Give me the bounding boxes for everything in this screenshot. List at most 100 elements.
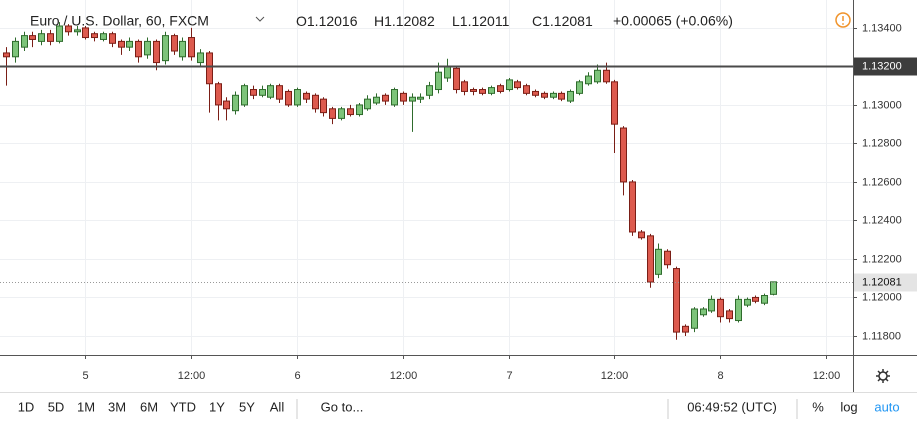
candle-body <box>188 37 195 58</box>
scale-option[interactable]: % <box>812 399 824 414</box>
range-button[interactable]: 1Y <box>209 399 225 414</box>
candle-body <box>655 248 662 275</box>
range-button[interactable]: 1M <box>77 399 95 414</box>
ohlc-item: C1.12081 <box>532 13 593 29</box>
scale-option[interactable]: log <box>840 399 857 414</box>
candle-body <box>514 81 521 89</box>
candle-body <box>400 92 407 102</box>
candle-body <box>338 108 345 119</box>
warning-icon[interactable] <box>835 12 851 28</box>
x-tick-label: 12:00 <box>390 370 418 382</box>
candle-body <box>100 33 107 40</box>
range-button[interactable]: 5D <box>48 399 65 414</box>
toolbar: 1D 5D 1M 3M 6M YTD 1Y 5Y All Go to... 06:49:52 (UT… <box>18 399 900 419</box>
candle-body <box>126 40 133 48</box>
candle-body <box>373 96 380 104</box>
candle-body <box>629 181 636 233</box>
candle-body <box>135 40 142 58</box>
candle-body <box>329 108 336 119</box>
candle-body <box>453 67 460 91</box>
candle-body <box>364 98 371 110</box>
candle-body <box>770 281 777 295</box>
candle-body <box>303 92 310 100</box>
range-button[interactable]: 5Y <box>239 399 255 414</box>
range-button[interactable]: 1D <box>18 399 35 414</box>
settings-icon[interactable] <box>876 369 890 383</box>
candle-body <box>206 52 213 85</box>
candle-body <box>470 89 477 92</box>
candle-body <box>479 89 486 94</box>
candle-body <box>65 25 72 33</box>
y-tick-label: 1.12600 <box>862 176 902 188</box>
candle-body <box>29 35 36 40</box>
legend: Euro / U.S. Dollar, 60, FXCM O1.12016 H1.… <box>30 13 733 29</box>
ohlc-value: 1.12081 <box>542 13 593 29</box>
candle-body <box>74 29 81 33</box>
candle-body <box>232 94 239 112</box>
ohlc-item: O1.12016 <box>296 13 358 29</box>
candle-body <box>506 79 513 91</box>
candle-body <box>585 75 592 85</box>
candle-body <box>523 85 530 94</box>
ohlc-item: H1.12082 <box>374 13 435 29</box>
candle-body <box>118 40 125 48</box>
candle-body <box>312 94 319 110</box>
candle-body <box>594 69 601 83</box>
candles <box>3 22 777 340</box>
x-tick-label: 5 <box>82 370 88 382</box>
candle-body <box>664 250 671 266</box>
candle-body <box>215 83 222 106</box>
x-tick-label: 12:00 <box>813 370 841 382</box>
candle-body <box>294 89 301 106</box>
candle-body <box>391 89 398 106</box>
range-button[interactable]: 3M <box>108 399 126 414</box>
candle-body <box>497 85 504 92</box>
y-tick-label: 1.12200 <box>862 253 902 265</box>
candle-body <box>461 81 468 92</box>
candle-body <box>382 94 389 102</box>
candle-body <box>409 96 416 102</box>
candle-body <box>417 96 424 100</box>
candle-body <box>717 298 724 318</box>
candle-body <box>726 310 733 320</box>
range-button[interactable]: YTD <box>170 399 196 414</box>
candle-body <box>752 296 759 302</box>
candle-body <box>276 85 283 100</box>
hline-label: 1.13200 <box>862 60 902 72</box>
ohlc-key: H <box>374 13 384 29</box>
candle-body <box>38 33 45 42</box>
y-tick-label: 1.12400 <box>862 214 902 226</box>
candle-body <box>320 98 327 114</box>
y-tick-label: 1.13000 <box>862 99 902 111</box>
y-tick-label: 1.12000 <box>862 291 902 303</box>
candle-body <box>223 100 230 110</box>
candle-body <box>162 35 169 62</box>
ohlc-key: L <box>452 13 460 29</box>
ohlc-value: 1.12016 <box>307 13 358 29</box>
x-tick-label: 12:00 <box>601 370 629 382</box>
candle-body <box>91 33 98 39</box>
x-tick-label: 8 <box>717 370 723 382</box>
candle-body <box>82 27 89 39</box>
range-button[interactable]: All <box>270 399 285 414</box>
candle-body <box>558 92 565 100</box>
candle-body <box>541 92 548 98</box>
range-button[interactable]: 6M <box>140 399 158 414</box>
candle-body <box>532 90 539 96</box>
candle-body <box>744 298 751 306</box>
scale-option[interactable]: auto <box>874 399 899 414</box>
candle-body <box>488 87 495 94</box>
candle-body <box>611 81 618 125</box>
goto-button[interactable]: Go to... <box>321 399 364 414</box>
candle-body <box>347 108 354 116</box>
x-tick-label: 7 <box>506 370 512 382</box>
candle-body <box>435 71 442 91</box>
candle-body <box>550 92 557 98</box>
ohlc-item: L1.12011 <box>452 13 510 29</box>
candle-body <box>426 85 433 96</box>
caret <box>255 16 265 22</box>
last-price-box <box>854 273 917 292</box>
candle-body <box>708 298 715 312</box>
